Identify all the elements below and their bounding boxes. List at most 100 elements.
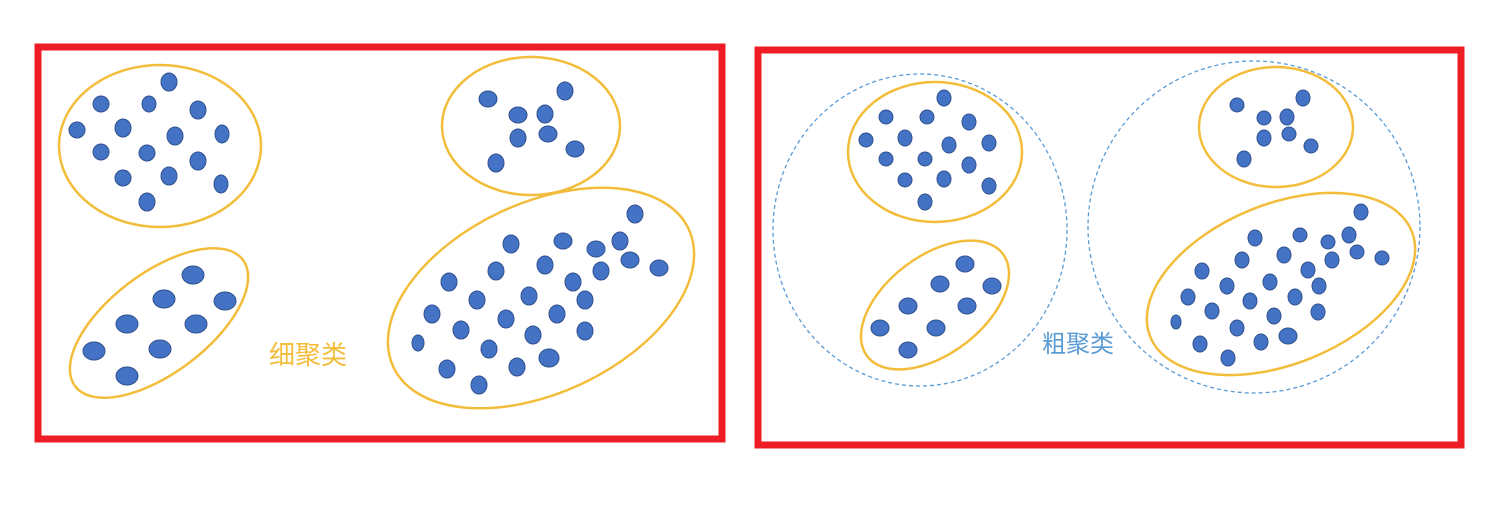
- data-point: [1247, 229, 1263, 247]
- data-point: [1281, 126, 1297, 142]
- data-point: [536, 255, 554, 275]
- data-point: [897, 172, 913, 188]
- data-point: [508, 106, 528, 124]
- data-point: [878, 109, 894, 125]
- data-point: [82, 341, 106, 361]
- data-point: [1234, 251, 1250, 269]
- data-point: [114, 118, 132, 138]
- data-point: [961, 156, 977, 174]
- coarse-panel-frame: [754, 46, 1465, 449]
- data-point: [576, 321, 594, 341]
- data-point: [1341, 226, 1357, 244]
- fine-cluster-bottom-left: [68, 246, 250, 400]
- data-point: [576, 290, 594, 310]
- data-point: [487, 261, 505, 281]
- data-point: [509, 128, 527, 148]
- data-point: [919, 109, 935, 125]
- data-point: [1311, 277, 1327, 295]
- data-point: [160, 72, 178, 92]
- data-point: [981, 177, 997, 195]
- fine-cluster-bottom-right: [386, 186, 696, 410]
- data-point: [858, 132, 874, 148]
- data-point: [1324, 251, 1340, 269]
- data-point: [957, 297, 977, 315]
- data-point: [548, 304, 566, 324]
- data-point: [1194, 262, 1210, 280]
- data-point: [1192, 335, 1208, 353]
- data-point: [1279, 108, 1295, 126]
- data-point: [1256, 129, 1272, 147]
- sub-cluster-top-left: [846, 80, 1024, 224]
- data-point: [1303, 138, 1319, 154]
- data-point: [620, 251, 640, 269]
- data-point: [564, 272, 582, 292]
- data-point: [181, 265, 205, 285]
- data-point: [1353, 203, 1369, 221]
- coarse-group-right: [1087, 60, 1421, 394]
- data-point: [452, 320, 470, 340]
- data-point: [586, 240, 606, 258]
- data-point: [649, 259, 669, 277]
- data-point: [982, 277, 1002, 295]
- data-point: [611, 231, 629, 251]
- data-point: [411, 334, 425, 352]
- data-point: [502, 234, 520, 254]
- data-point: [148, 339, 172, 359]
- data-point: [1253, 333, 1269, 351]
- data-point: [438, 359, 456, 379]
- data-point: [160, 166, 178, 186]
- data-point: [936, 170, 952, 188]
- fine-cluster-top-left: [57, 63, 263, 229]
- data-point: [1262, 273, 1278, 291]
- data-point: [1287, 288, 1303, 306]
- data-point: [470, 375, 488, 395]
- data-point: [1320, 234, 1336, 250]
- data-point: [189, 151, 207, 171]
- data-point: [468, 290, 486, 310]
- data-point: [536, 104, 554, 124]
- fine-clustering-label: 细聚类: [269, 341, 347, 371]
- data-point: [1204, 302, 1220, 320]
- data-point: [423, 304, 441, 324]
- data-point: [898, 341, 918, 359]
- data-point: [556, 81, 574, 101]
- data-point: [115, 366, 139, 386]
- data-point: [1180, 288, 1196, 306]
- sub-cluster-top-right: [1197, 65, 1355, 189]
- data-point: [152, 289, 176, 309]
- data-point: [1295, 89, 1311, 107]
- data-point: [897, 129, 913, 147]
- data-point: [878, 151, 894, 167]
- data-point: [917, 151, 933, 167]
- data-point: [524, 325, 542, 345]
- data-point: [1236, 150, 1252, 168]
- data-point: [1229, 319, 1245, 337]
- fine-panel-frame: [34, 43, 726, 443]
- data-point: [1256, 110, 1272, 126]
- data-point: [955, 255, 975, 273]
- data-point: [487, 153, 505, 173]
- data-point: [92, 143, 110, 161]
- data-point: [497, 309, 515, 329]
- fine-cluster-top-right: [440, 55, 622, 197]
- data-point: [870, 319, 890, 337]
- data-point: [166, 126, 184, 146]
- data-point: [981, 134, 997, 152]
- data-point: [1220, 349, 1236, 367]
- data-point: [917, 193, 933, 211]
- data-point: [115, 314, 139, 334]
- data-point: [1242, 292, 1258, 310]
- data-point: [508, 357, 526, 377]
- data-point: [592, 261, 610, 281]
- coarse-clusters: [772, 60, 1421, 394]
- data-point: [941, 136, 957, 154]
- data-point: [1278, 327, 1298, 345]
- data-point: [478, 90, 498, 108]
- data-point: [538, 348, 560, 368]
- data-point: [520, 286, 538, 306]
- data-point: [1266, 307, 1282, 325]
- coarse-group-left: [772, 73, 1068, 387]
- coarse-clustering-label: 粗聚类: [1042, 330, 1114, 358]
- data-point: [926, 319, 946, 337]
